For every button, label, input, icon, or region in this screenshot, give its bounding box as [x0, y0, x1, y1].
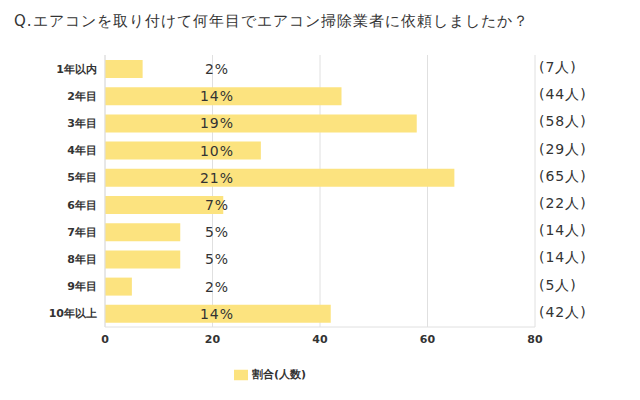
svg-text:9年目: 9年目	[67, 280, 97, 293]
svg-text:2年目: 2年目	[67, 90, 97, 103]
svg-text:6年目: 6年目	[67, 199, 97, 212]
svg-text:2%: 2%	[205, 279, 229, 295]
html-text:割合(人数): 割合(人数)	[252, 368, 306, 381]
svg-text:(44人): (44人)	[539, 86, 587, 102]
svg-text:8年目: 8年目	[67, 253, 97, 266]
html-text:Q.エアコンを取り付けて何年目でエアコン掃除業者に依頼しまし: Q.エアコンを取り付けて何年目でエアコン掃除業者に依頼しましたか？	[14, 12, 529, 30]
svg-text:20: 20	[205, 333, 221, 346]
svg-text:60: 60	[420, 333, 436, 346]
svg-text:14%: 14%	[200, 88, 234, 104]
svg-text:10年以上: 10年以上	[49, 307, 97, 320]
svg-text:(42人): (42人)	[539, 304, 587, 320]
svg-text:7年目: 7年目	[67, 226, 97, 239]
svg-text:(29人): (29人)	[539, 141, 587, 157]
svg-text:2%: 2%	[205, 61, 229, 77]
svg-text:1年以内: 1年以内	[56, 63, 97, 76]
svg-text:4年目: 4年目	[67, 144, 97, 157]
svg-text:5年目: 5年目	[67, 171, 97, 184]
svg-text:21%: 21%	[200, 170, 234, 186]
svg-text:80: 80	[527, 333, 543, 346]
svg-text:(58人): (58人)	[539, 113, 587, 129]
svg-text:(14人): (14人)	[539, 249, 587, 265]
svg-text:5%: 5%	[205, 224, 229, 240]
svg-text:7%: 7%	[205, 197, 229, 213]
svg-text:(65人): (65人)	[539, 168, 587, 184]
svg-text:(14人): (14人)	[539, 222, 587, 238]
svg-text:3年目: 3年目	[67, 117, 97, 130]
svg-text:10%: 10%	[200, 143, 234, 159]
svg-text:5%: 5%	[205, 251, 229, 267]
svg-text:0: 0	[101, 333, 109, 346]
svg-text:(22人): (22人)	[539, 195, 587, 211]
svg-text:19%: 19%	[200, 115, 234, 131]
svg-text:(7人): (7人)	[539, 59, 577, 75]
svg-text:(5人): (5人)	[539, 277, 577, 293]
svg-text:40: 40	[312, 333, 328, 346]
svg-text:14%: 14%	[200, 306, 234, 322]
